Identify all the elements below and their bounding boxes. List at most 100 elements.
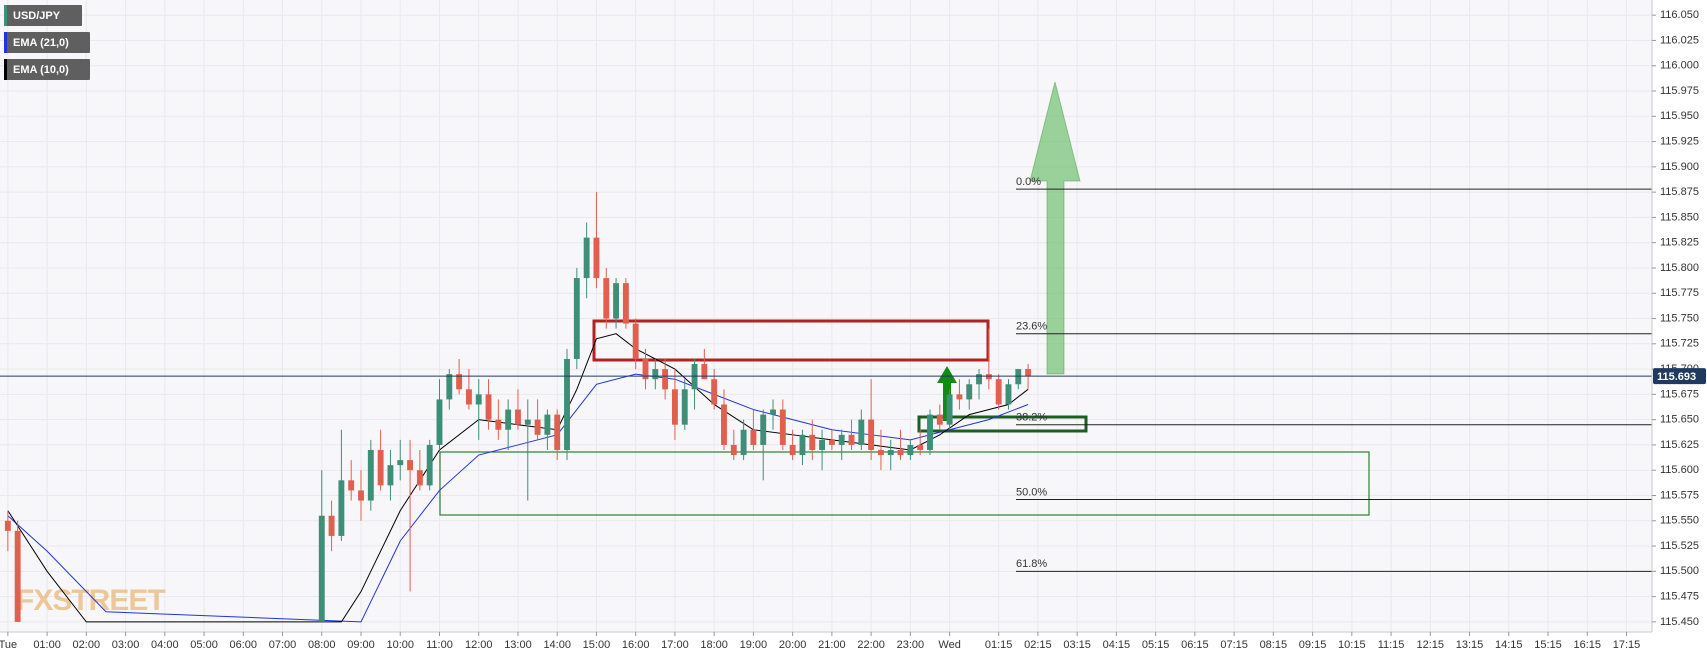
fib-label: 61.8% [1016,558,1047,570]
candle-body [475,394,482,405]
x-tick-label: 12:15 [1417,639,1445,651]
ema-line [7,373,1029,623]
candle-body [691,364,698,390]
y-tick-label: 115.875 [1660,186,1699,198]
y-tick-label: 115.675 [1660,388,1699,400]
x-tick-label: 15:15 [1534,639,1562,651]
candle-body [917,444,924,450]
candle-body [681,389,688,425]
x-tick-label: 06:00 [230,639,258,651]
candle-body [358,490,364,501]
candle-body [750,429,757,445]
candle-body [573,278,580,359]
fib-label: 0.0% [1016,176,1041,188]
y-tick-label: 115.450 [1660,616,1699,628]
candle-body [554,414,561,450]
x-tick-label: 01:15 [985,639,1013,651]
x-tick-label: 03:00 [112,639,140,651]
candle-body [613,283,620,319]
candle-body [446,374,453,400]
y-tick-label: 116.025 [1660,34,1699,46]
candle-body [603,278,610,319]
candle-body [995,379,1002,405]
x-tick-label: 07:00 [269,639,297,651]
x-tick-label: 13:15 [1456,639,1484,651]
support-zone [439,451,1370,516]
current-price-label: 115.693 [1657,371,1696,383]
x-tick-label: 22:00 [857,639,885,651]
candle-body [956,394,963,400]
y-tick-label: 115.475 [1660,591,1699,603]
candle-body [534,419,541,435]
x-tick-label: 03:15 [1063,639,1091,651]
y-tick-label: 115.900 [1660,161,1699,173]
candle-body [593,237,600,279]
y-tick-label: 115.825 [1660,237,1699,249]
y-tick-label: 115.550 [1660,515,1699,527]
x-tick-label: 05:15 [1142,639,1170,651]
candle-body [740,429,747,456]
x-tick-label: 19:00 [740,639,768,651]
x-tick-label: 17:15 [1613,639,1641,651]
candle-body [544,414,551,435]
candle-body [897,449,904,456]
x-tick-label: 06:15 [1181,639,1209,651]
candle-body [701,364,708,380]
candle-body [936,414,943,425]
y-tick-label: 115.600 [1660,464,1699,476]
candle-body [711,379,718,405]
candle-body [328,515,335,536]
x-tick-label: 09:15 [1299,639,1327,651]
legend-swatch [4,59,7,80]
candle-body [819,439,826,450]
candle-body [505,409,512,430]
grid [0,0,1652,632]
x-tick-label: 09:00 [347,639,375,651]
watermark: FXSTREET [16,584,165,617]
legend-label: EMA (21,0) [13,37,69,49]
x-tick-label: 17:00 [661,639,689,651]
candle-body [4,520,11,531]
x-tick-label: 14:00 [543,639,571,651]
candle-body [387,465,394,486]
y-tick-label: 115.950 [1660,110,1699,122]
x-tick-label: 21:00 [818,639,846,651]
candle-body [809,434,816,450]
x-tick-label: 08:15 [1260,639,1288,651]
candle-body [14,530,21,622]
candle-body [495,419,502,430]
x-tick-label: 16:00 [622,639,650,651]
y-tick-label: 115.500 [1660,565,1699,577]
x-tick-label: 08:00 [308,639,336,651]
candle-body [662,369,669,390]
candle-body [848,434,855,445]
x-tick-label: 23:00 [897,639,925,651]
legend-label: USD/JPY [13,10,61,22]
x-tick-label: 16:15 [1573,639,1601,651]
candle-body [877,449,884,456]
up-arrow [937,366,957,421]
candle-body [456,374,463,390]
y-axis-panel [1652,0,1707,655]
candle-body [721,404,727,445]
candle-body [1005,384,1012,405]
resistance-box [592,319,990,362]
x-tick-label: 02:00 [73,639,101,651]
candle-body [377,449,384,486]
candle-body [907,444,914,456]
x-tick-label: 15:00 [583,639,611,651]
candle-body [416,470,423,486]
candle-body [515,409,521,425]
y-tick-label: 115.975 [1660,85,1699,97]
x-tick-label: Wed [938,639,960,651]
candle-body [779,409,786,445]
x-tick-label: 04:00 [151,639,179,651]
fib-label: 50.0% [1016,486,1047,498]
y-tick-label: 116.000 [1660,60,1699,72]
candle-body [868,419,875,450]
candle-body [524,419,531,425]
candle-body [622,283,629,324]
x-tick-label: 12:00 [465,639,493,651]
x-tick-label: 10:00 [386,639,414,651]
